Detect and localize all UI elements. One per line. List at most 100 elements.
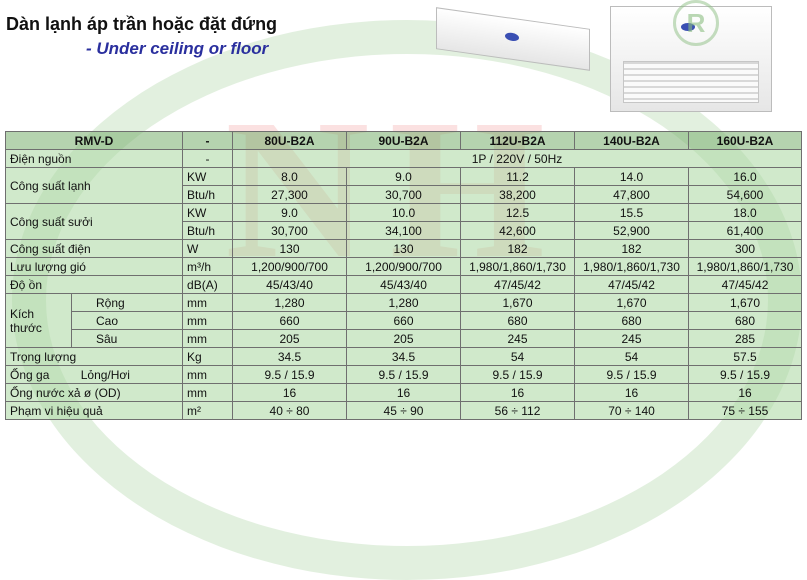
value-cell: 14.0 xyxy=(574,167,690,186)
value-cell: 15.5 xyxy=(574,203,690,222)
value-cell: 16 xyxy=(346,383,462,402)
row-label: Phạm vi hiệu quả xyxy=(4,401,184,420)
page-subtitle: - Under ceiling or floor xyxy=(86,39,269,58)
value-cell: 18.0 xyxy=(688,203,803,222)
value-cell: 1,980/1,860/1,730 xyxy=(460,257,576,276)
unit-cell: dB(A) xyxy=(182,275,234,294)
value-cell: 70 ÷ 140 xyxy=(574,401,690,420)
value-cell: 205 xyxy=(232,329,348,348)
value-cell: 680 xyxy=(460,311,576,330)
value-cell: 47/45/42 xyxy=(688,275,803,294)
value-cell: 182 xyxy=(574,239,690,258)
value-cell: 75 ÷ 155 xyxy=(688,401,803,420)
dimensions-label: Kích thước xyxy=(5,293,72,348)
value-cell: 245 xyxy=(460,329,576,348)
row-label: Công suất sưởi xyxy=(4,203,184,240)
unit-cell: mm xyxy=(182,365,234,384)
air-grill xyxy=(623,61,759,103)
value-cell: 660 xyxy=(232,311,348,330)
value-cell: 54 xyxy=(574,347,690,366)
value-cell: 30,700 xyxy=(232,221,348,240)
row-label: Lưu lượng gió xyxy=(4,257,184,276)
value-cell: 245 xyxy=(574,329,690,348)
row-label: Điện nguồn xyxy=(4,149,184,168)
table-row: Kích thước Rộng mm 1,280 1,280 1,670 1,6… xyxy=(5,293,803,348)
unit-cell: KW xyxy=(182,203,234,222)
model-header: 160U-B2A xyxy=(688,131,803,150)
table-row: Công suất sưởi KW 9.0 10.0 12.5 15.5 18.… xyxy=(4,203,803,240)
dimensions-label-line: Kích xyxy=(10,306,35,321)
value-cell: 1,980/1,860/1,730 xyxy=(574,257,690,276)
value-cell: 45/43/40 xyxy=(232,275,348,294)
unit-cell: m³/h xyxy=(182,257,234,276)
value-cell: 10.0 xyxy=(346,203,462,222)
value-cell: 47/45/42 xyxy=(460,275,576,294)
value-cell: 1P / 220V / 50Hz xyxy=(232,149,803,168)
table-row: Ống nước xả ø (OD) mm 16 16 16 16 16 xyxy=(4,383,803,402)
unit-cell: W xyxy=(182,239,234,258)
value-cell: 1,670 xyxy=(688,293,803,312)
value-cell: 300 xyxy=(688,239,803,258)
value-cell: 1,670 xyxy=(460,293,576,312)
table-row: Cao mm 660 660 680 680 680 xyxy=(6,311,803,330)
value-cell: 47/45/42 xyxy=(574,275,690,294)
value-cell: 16 xyxy=(574,383,690,402)
value-cell: 52,900 xyxy=(574,221,690,240)
value-cell: 205 xyxy=(346,329,462,348)
row-sublabel: Sâu xyxy=(70,329,184,348)
table-row: Công suất điện W 130 130 182 182 300 xyxy=(4,239,803,258)
model-header: 90U-B2A xyxy=(346,131,462,150)
value-cell: 12.5 xyxy=(460,203,576,222)
unit-cell: KW xyxy=(182,167,234,186)
value-cell: 130 xyxy=(346,239,462,258)
value-cell: 285 xyxy=(688,329,803,348)
brand-logo-icon xyxy=(505,31,519,42)
value-cell: 16 xyxy=(688,383,803,402)
unit-cell: m² xyxy=(182,401,234,420)
gas-pipe-label: Ống ga xyxy=(10,367,50,382)
table-row: Btu/h 27,300 30,700 38,200 47,800 54,600 xyxy=(6,185,803,204)
value-cell: 680 xyxy=(574,311,690,330)
unit-cell: mm xyxy=(182,329,234,348)
value-cell: 30,700 xyxy=(346,185,462,204)
value-cell: 38,200 xyxy=(460,185,576,204)
value-cell: 16 xyxy=(232,383,348,402)
value-cell: 660 xyxy=(346,311,462,330)
unit-cell: Btu/h xyxy=(182,221,234,240)
unit-cell: mm xyxy=(182,383,234,402)
row-label: Ống nước xả ø (OD) xyxy=(4,383,184,402)
spec-table: RMV-D - 80U-B2A 90U-B2A 112U-B2A 140U-B2… xyxy=(4,131,803,420)
value-cell: 47,800 xyxy=(574,185,690,204)
value-cell: 1,670 xyxy=(574,293,690,312)
table-row: Phạm vi hiệu quả m² 40 ÷ 80 45 ÷ 90 56 ÷… xyxy=(4,401,803,420)
value-cell: 45 ÷ 90 xyxy=(346,401,462,420)
value-cell: 680 xyxy=(688,311,803,330)
value-cell: 45/43/40 xyxy=(346,275,462,294)
value-cell: 16.0 xyxy=(688,167,803,186)
value-cell: 1,280 xyxy=(232,293,348,312)
table-row: Độ ồn dB(A) 45/43/40 45/43/40 47/45/42 4… xyxy=(4,275,803,294)
model-header: 112U-B2A xyxy=(460,131,576,150)
registered-mark-icon: R xyxy=(673,0,719,46)
row-label: Công suất điện xyxy=(4,239,184,258)
model-header: 80U-B2A xyxy=(232,131,348,150)
table-row: Trọng lượng Kg 34.5 34.5 54 54 57.5 xyxy=(4,347,803,366)
value-cell: 54 xyxy=(460,347,576,366)
unit-cell: Kg xyxy=(182,347,234,366)
page-title: Dàn lạnh áp trần hoặc đặt đứng xyxy=(6,14,278,34)
row-label: Độ ồn xyxy=(4,275,184,294)
gas-pipe-sublabel: Lỏng/Hơi xyxy=(80,367,130,382)
value-cell: 9.0 xyxy=(232,203,348,222)
row-label: Công suất lạnh xyxy=(4,167,184,204)
value-cell: 27,300 xyxy=(232,185,348,204)
row-label: Trọng lượng xyxy=(4,347,184,366)
value-cell: 8.0 xyxy=(232,167,348,186)
value-cell: 56 ÷ 112 xyxy=(460,401,576,420)
value-cell: 1,980/1,860/1,730 xyxy=(688,257,803,276)
unit-cell: - xyxy=(182,149,234,168)
value-cell: 34,100 xyxy=(346,221,462,240)
table-row: Lưu lượng gió m³/h 1,200/900/700 1,200/9… xyxy=(4,257,803,276)
unit-header: - xyxy=(182,131,234,150)
value-cell: 61,400 xyxy=(688,221,803,240)
value-cell: 182 xyxy=(460,239,576,258)
